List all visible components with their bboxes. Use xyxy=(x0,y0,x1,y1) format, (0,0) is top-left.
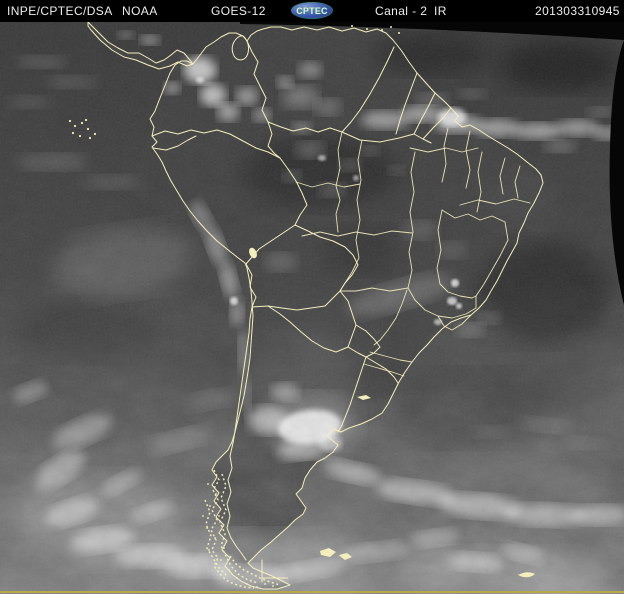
map-frame-line xyxy=(0,591,624,593)
fjord-coast-speckle xyxy=(202,469,281,589)
state-borders xyxy=(295,127,531,377)
cptec-logo-text: CPTEC xyxy=(296,5,328,16)
source-label: INPE/CPTEC/DSA xyxy=(7,4,113,18)
lake-titicaca xyxy=(249,247,257,259)
caribbean-islands xyxy=(351,25,400,34)
timestamp-label: 201303310945 xyxy=(535,4,620,18)
channel-label: Canal - 2 xyxy=(375,4,428,18)
falkland-islands xyxy=(320,548,352,560)
uruguay-lake xyxy=(357,395,371,400)
band-label: IR xyxy=(434,4,447,18)
no-data-wedge xyxy=(240,22,624,305)
south-georgia-island xyxy=(518,572,535,578)
country-borders xyxy=(87,21,544,590)
satellite-label: GOES-12 xyxy=(211,4,266,18)
header-bar: INPE/CPTEC/DSA NOAA GOES-12 CPTEC Canal … xyxy=(0,0,624,22)
cptec-logo-icon: CPTEC xyxy=(291,2,333,19)
galapagos-islands xyxy=(68,118,97,140)
agency-label: NOAA xyxy=(122,4,158,18)
